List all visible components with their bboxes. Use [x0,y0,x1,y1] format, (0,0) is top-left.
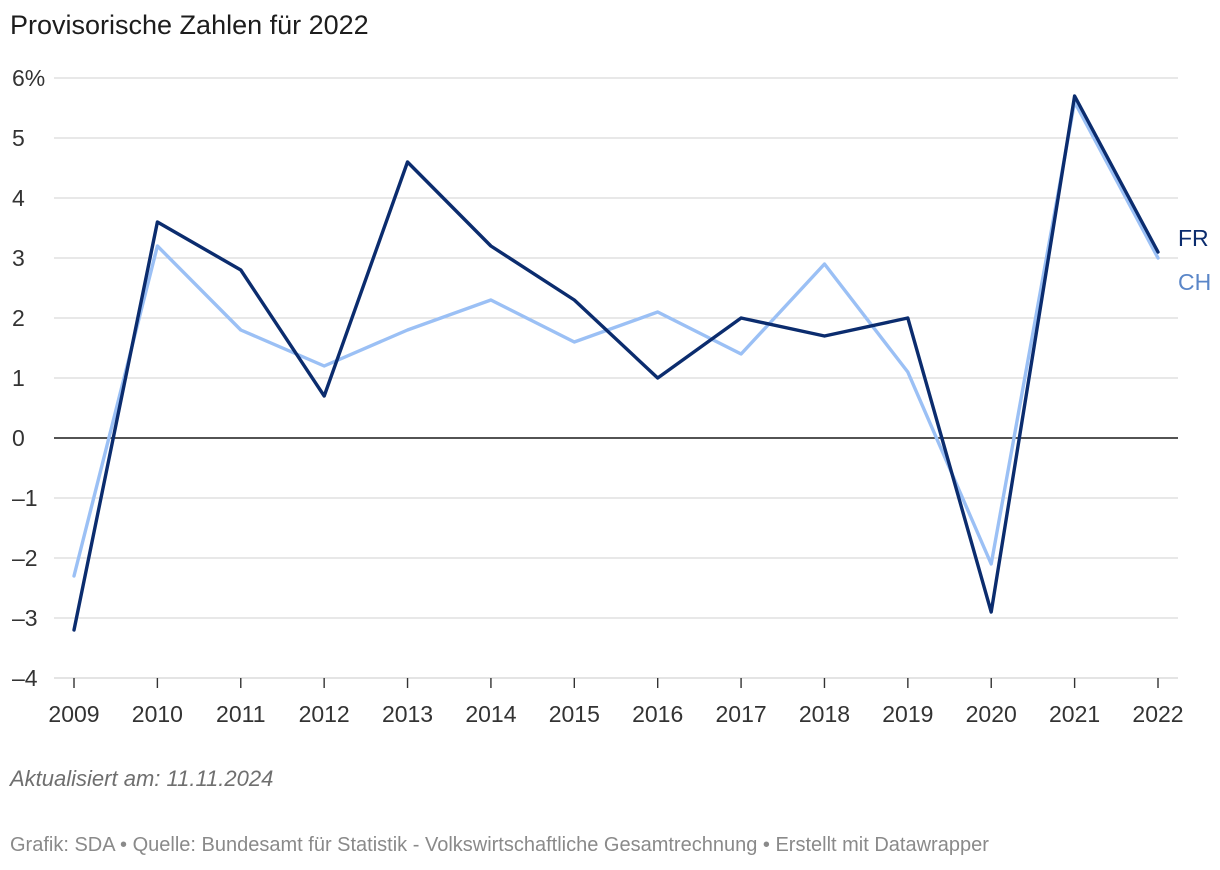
x-tick-label: 2009 [48,701,99,727]
y-tick-label: 1 [12,365,25,391]
footer-separator: • [114,834,133,856]
x-tick-label: 2021 [1049,701,1100,727]
x-tick-label: 2010 [132,701,183,727]
x-tick-label: 2014 [465,701,516,727]
x-tick-label: 2020 [966,701,1017,727]
x-tick-label: 2012 [299,701,350,727]
y-tick-label: –1 [12,485,38,511]
y-tick-label: –3 [12,605,38,631]
x-tick-label: 2022 [1132,701,1183,727]
series-line-ch [72,100,1160,578]
footer-grafik: Grafik: SDA [10,834,115,856]
line-chart: –4 –3 –2 –1 0 1 2 3 4 5 6% 2009 2010 2011 2012 2013 2014… [12,65,1211,727]
series-labels: FR CH [1178,225,1211,295]
chart-title: Provisorische Zahlen für 2022 [10,10,369,40]
series-lines [72,94,1160,632]
x-tick-label: 2017 [715,701,766,727]
footer: Grafik: SDA • Quelle: Bundesamt für Stat… [10,834,989,857]
x-tick-label: 2015 [549,701,600,727]
x-tick-label: 2018 [799,701,850,727]
series-line-fr [72,94,1160,632]
x-tick-label: 2013 [382,701,433,727]
y-tick-label: –4 [12,665,38,691]
grid-lines [54,77,1178,679]
footer-erstellt: Erstellt mit Datawrapper [775,834,989,856]
series-label-ch: CH [1178,269,1211,295]
y-tick-label: 2 [12,305,25,331]
footer-quelle: Quelle: Bundesamt für Statistik - Volksw… [132,834,758,856]
series-label-fr: FR [1178,225,1209,251]
x-tick-label: 2011 [216,701,265,727]
y-tick-label: 6% [12,65,45,91]
y-tick-label: 3 [12,245,25,271]
y-tick-label: 0 [12,425,25,451]
x-tick-label: 2019 [882,701,933,727]
y-tick-label: 5 [12,125,25,151]
y-tick-label: 4 [12,185,25,211]
axes: –4 –3 –2 –1 0 1 2 3 4 5 6% 2009 2010 2011 2012 2013 2014… [12,65,1184,727]
update-note: Aktualisiert am: 11.11.2024 [10,766,274,791]
y-tick-label: –2 [12,545,38,571]
x-tick-label: 2016 [632,701,683,727]
footer-separator: • [757,834,776,856]
